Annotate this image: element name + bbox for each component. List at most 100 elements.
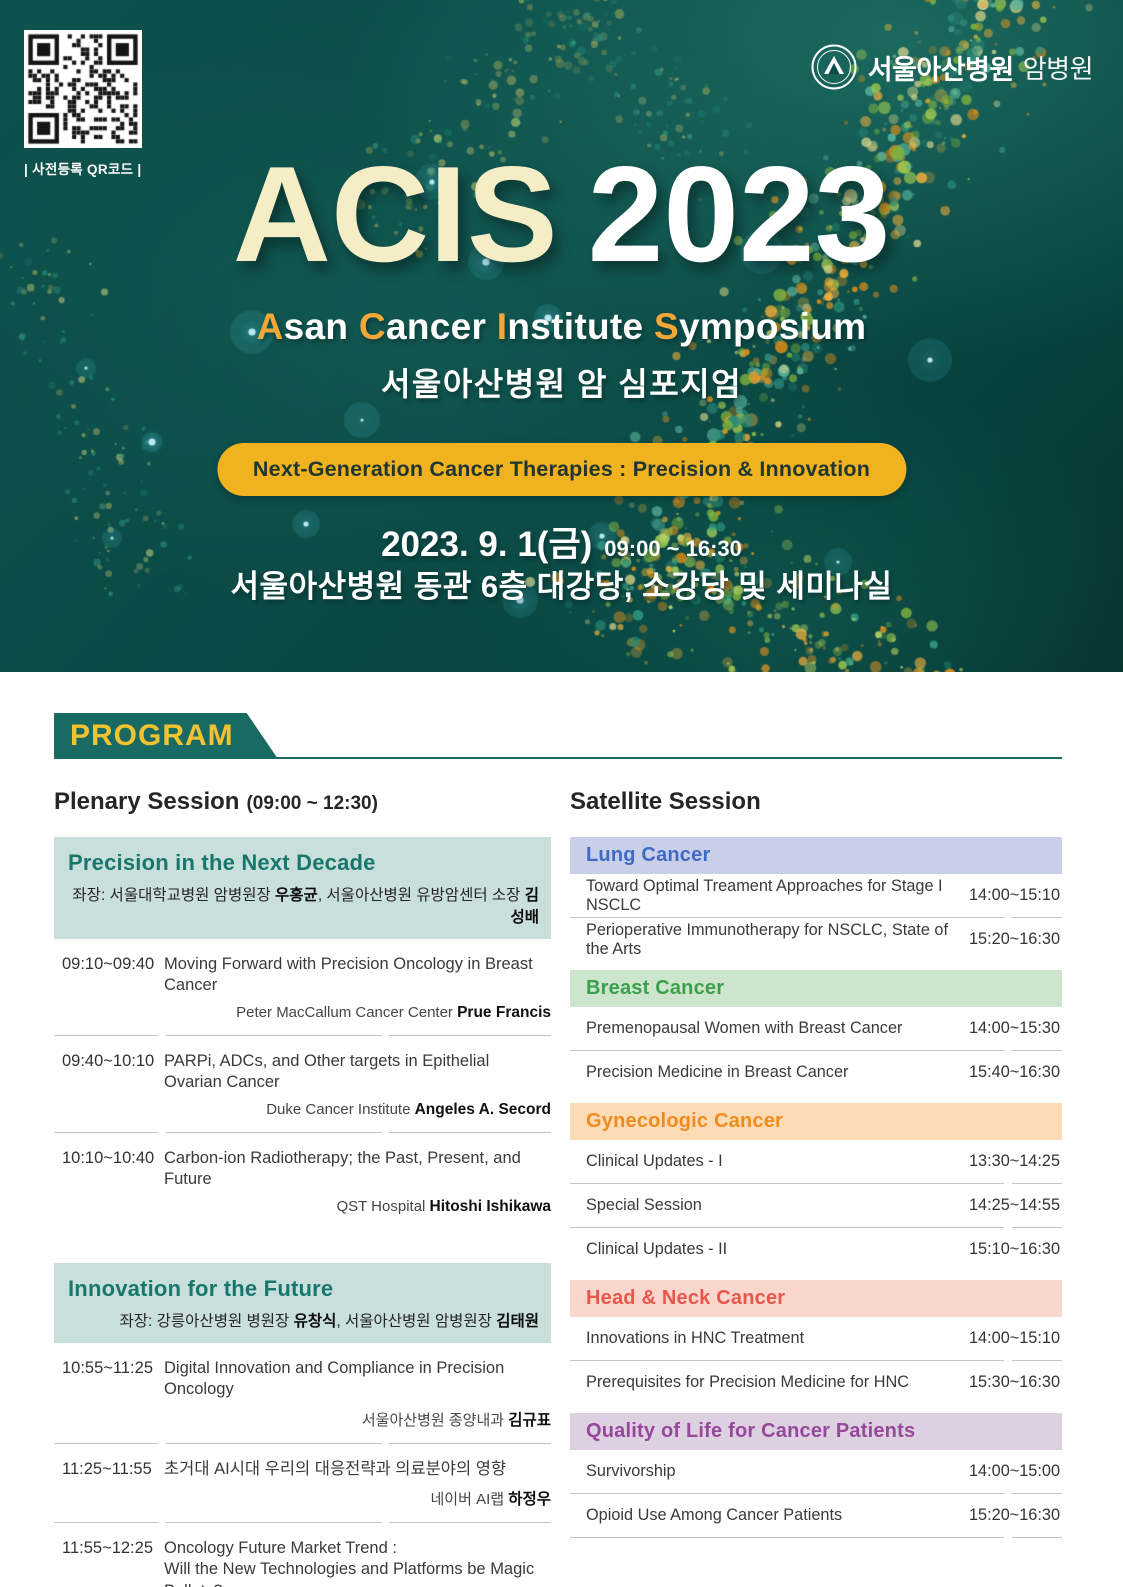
logo-hospital-name: 서울아산병원 xyxy=(867,54,1015,85)
session-time: 10:55~11:25 xyxy=(62,1358,153,1377)
session-title: Toward Optimal Treament Approaches for S… xyxy=(586,876,943,914)
session-time: 09:40~10:10 xyxy=(62,1051,155,1070)
session-title: Precision Medicine in Breast Cancer xyxy=(586,1063,849,1081)
subtitle-en: Asan Cancer Institute Symposium xyxy=(0,306,1123,348)
session-row: 11:55~12:25 Oncology Future Market Trend… xyxy=(54,1523,551,1587)
divider xyxy=(570,917,1062,918)
title-acis: ACIS xyxy=(232,138,558,290)
logo-cancer-center: 암병원 xyxy=(1022,53,1094,84)
dna-decoration xyxy=(0,0,1123,672)
speaker-name: Prue Francis xyxy=(457,1003,551,1021)
subtitle-text: ancer xyxy=(385,306,497,347)
session-row: 09:40~10:10 PARPi, ADCs, and Other targe… xyxy=(54,1036,551,1132)
session-time: 14:25~14:55 xyxy=(969,1196,1060,1214)
session-title: Carbon-ion Radiotherapy; the Past, Prese… xyxy=(164,1148,521,1189)
session-row: 11:25~11:55 초거대 AI시대 우리의 대응전략과 의료분야의 영향 … xyxy=(54,1444,551,1522)
session-title: Oncology Future Market Trend : xyxy=(164,1538,397,1557)
session-body: Digital Innovation and Compliance in Pre… xyxy=(164,1358,551,1430)
plenary-time-range: (09:00 ~ 12:30) xyxy=(246,793,378,814)
chair-name: 김성배 xyxy=(510,887,539,926)
title-year: 2023 xyxy=(587,138,891,290)
plenary-column-title: Plenary Session (09:00 ~ 12:30) xyxy=(54,788,551,816)
event-date: 2023. 9. 1(금) xyxy=(381,525,593,564)
speaker-name: Angeles A. Secord xyxy=(414,1100,551,1118)
session-title: Survivorship xyxy=(586,1462,676,1480)
session-title: Innovations in HNC Treatment xyxy=(586,1329,805,1347)
session-title-line2: Will the New Technologies and Platforms … xyxy=(164,1560,535,1587)
session-title: Clinical Updates - II xyxy=(586,1240,728,1258)
session-time: 11:55~12:25 xyxy=(62,1538,153,1557)
speaker-name: 김규표 xyxy=(508,1411,551,1429)
program-banner: PROGRAM xyxy=(54,713,278,759)
session-title: Clinical Updates - I xyxy=(586,1152,723,1170)
session-time: 15:20~16:30 xyxy=(969,1506,1060,1524)
divider xyxy=(54,1034,551,1036)
session-title: Moving Forward with Precision Oncology i… xyxy=(164,955,533,995)
session-body: Moving Forward with Precision Oncology i… xyxy=(164,954,551,1022)
session-time: 15:20~16:30 xyxy=(969,930,1060,948)
session-row: Opioid Use Among Cancer Patients 15:20~16… xyxy=(570,1494,1062,1537)
satellite-column-title: Satellite Session xyxy=(570,788,761,815)
program-columns: Plenary Session (09:00 ~ 12:30) Precision… xyxy=(54,788,1062,1587)
plenary-title: Plenary Session xyxy=(54,788,240,815)
chair-name: 유창식 xyxy=(293,1312,337,1330)
speaker-name: 하정우 xyxy=(508,1490,551,1508)
subtitle-kr: 서울아산병원 암 심포지엄 xyxy=(380,366,743,402)
divider xyxy=(570,1493,1062,1494)
session-time: 14:00~15:10 xyxy=(969,1329,1060,1347)
session-row: Clinical Updates - I 13:30~14:25 xyxy=(570,1140,1062,1183)
chair-text: , 서울아산병원 유방암센터 소장 xyxy=(317,887,525,904)
satellite-column: Satellite Session Lung Cancer Toward Opt… xyxy=(570,788,1062,1587)
program-underline xyxy=(54,757,1062,759)
divider xyxy=(54,1521,551,1523)
speaker-affiliation: 서울아산병원 종양내과 xyxy=(361,1411,509,1429)
chair-name: 김태원 xyxy=(496,1312,539,1330)
session-time: 09:10~09:40 xyxy=(62,955,155,973)
speaker-affiliation: QST Hospital xyxy=(336,1197,430,1215)
subtitle-initial: I xyxy=(496,306,508,347)
session-row: Clinical Updates - II 15:10~16:30 xyxy=(570,1228,1062,1271)
speaker-name: Hitoshi Ishikawa xyxy=(429,1197,551,1215)
session-title: PARPi, ADCs, and Other targets in Epithe… xyxy=(164,1051,490,1092)
session-time: 15:40~16:30 xyxy=(969,1063,1060,1081)
section-header-quality-of-life: Quality of Life for Cancer Patients xyxy=(570,1413,1062,1450)
program-section: PROGRAM Plenary Session (09:00 ~ 12:30) P… xyxy=(0,672,1123,1587)
session-block-header: Precision in the Next Decade 좌장: 서울대학교병원… xyxy=(54,837,551,939)
divider xyxy=(570,1050,1062,1051)
divider xyxy=(570,1183,1062,1184)
session-title: Special Session xyxy=(586,1196,702,1214)
session-row: Perioperative Immunotherapy for NSCLC, S… xyxy=(570,918,1062,961)
session-body: 초거대 AI시대 우리의 대응전략과 의료분야의 영향 네이버 AI랩 하정우 xyxy=(164,1459,551,1509)
plenary-column: Plenary Session (09:00 ~ 12:30) Precision… xyxy=(54,788,551,1587)
session-speaker: 서울아산병원 종양내과 김규표 xyxy=(164,1408,551,1430)
session-title: Digital Innovation and Compliance in Pre… xyxy=(164,1358,505,1399)
session-row: Innovations in HNC Treatment 14:00~15:10 xyxy=(570,1317,1062,1360)
session-time: 14:00~15:00 xyxy=(969,1462,1060,1480)
subtitle-initial: A xyxy=(256,306,284,347)
block-chairs: 좌장: 강릉아산병원 병원장 유창식, 서울아산병원 암병원장 김태원 xyxy=(68,1309,539,1331)
session-time: 14:00~15:10 xyxy=(969,886,1060,904)
subtitle-initial: S xyxy=(653,306,679,347)
session-speaker: 네이버 AI랩 하정우 xyxy=(164,1487,552,1509)
speaker-affiliation: Duke Cancer Institute xyxy=(266,1100,415,1118)
session-title: Perioperative Immunotherapy for NSCLC, S… xyxy=(586,920,948,958)
subtitle-initial: C xyxy=(358,306,386,347)
session-title: Premenopausal Women with Breast Cancer xyxy=(586,1019,903,1037)
block-chairs: 좌장: 서울대학교병원 암병원장 우홍균, 서울아산병원 유방암센터 소장 김성… xyxy=(68,883,539,927)
session-time: 11:25~11:55 xyxy=(62,1459,152,1478)
subtitle-text: san xyxy=(283,306,359,347)
hero-section: | 사전등록 QR코드 | 서울아산병원 암병원 ACIS 2023 Asan C… xyxy=(0,0,1123,672)
session-body: PARPi, ADCs, and Other targets in Epithe… xyxy=(164,1051,551,1119)
chair-text: 좌장: 강릉아산병원 병원장 xyxy=(119,1312,294,1330)
session-row: Toward Optimal Treament Approaches for S… xyxy=(570,874,1062,917)
qr-block: | 사전등록 QR코드 | xyxy=(24,30,142,178)
divider xyxy=(570,1227,1062,1228)
chair-text: , 서울아산병원 암병원장 xyxy=(336,1312,497,1330)
speaker-affiliation: 네이버 AI랩 xyxy=(430,1490,509,1508)
session-row: Survivorship 14:00~15:00 xyxy=(570,1450,1062,1493)
chair-name: 우홍균 xyxy=(275,887,318,904)
session-row: 10:10~10:40 Carbon-ion Radiotherapy; the… xyxy=(54,1133,551,1229)
event-venue: 서울아산병원 동관 6층 대강당, 소강당 및 세미나실 xyxy=(230,569,893,604)
section-header-head-neck: Head & Neck Cancer xyxy=(570,1280,1062,1317)
block-title: Innovation for the Future xyxy=(68,1275,334,1301)
